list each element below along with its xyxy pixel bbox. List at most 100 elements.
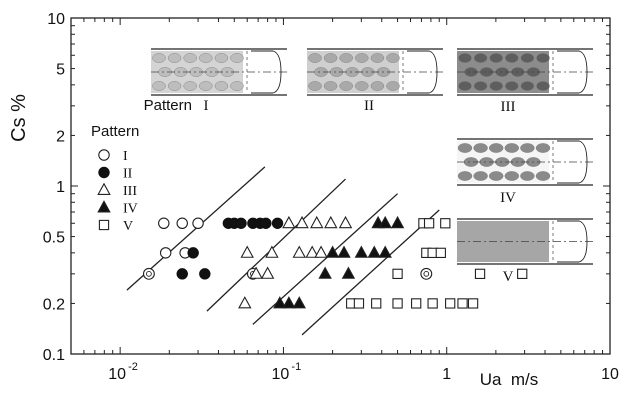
inset-particle — [489, 171, 504, 181]
inset-particle — [183, 81, 197, 91]
pattern-inset-iv: IV — [453, 135, 597, 206]
inset-particle — [355, 81, 369, 91]
data-point — [238, 296, 252, 309]
data-point — [282, 215, 296, 229]
inset-particle — [473, 53, 488, 63]
legend-label: V — [123, 219, 133, 234]
data-point — [199, 268, 211, 280]
legend-label: IV — [123, 202, 138, 217]
x-tick-label-exponent: -1 — [291, 361, 301, 373]
inset-particle — [535, 171, 551, 181]
inset-particle — [386, 81, 400, 91]
data-point — [249, 266, 263, 279]
inset-velocity-profile — [557, 220, 588, 263]
legend-marker — [98, 219, 110, 231]
inset-particle — [323, 81, 338, 91]
data-point — [273, 296, 287, 309]
inset-particle — [308, 81, 322, 91]
data-point — [467, 298, 479, 309]
data-point — [392, 298, 403, 309]
inset-particle — [520, 143, 535, 153]
inset-particle — [536, 81, 550, 91]
data-point — [517, 268, 528, 279]
inset-particle — [473, 81, 488, 91]
pattern-inset-v: V — [453, 215, 597, 285]
data-point — [390, 215, 405, 229]
legend-entry: V — [98, 219, 133, 234]
inset-particle — [199, 53, 213, 63]
data-point — [457, 298, 468, 309]
data-point — [282, 296, 296, 309]
pattern-inset-ii: II — [303, 45, 447, 114]
inset-particle — [473, 143, 488, 153]
inset-particle — [520, 53, 535, 63]
legend-marker — [97, 200, 111, 213]
legend-entry: IV — [97, 200, 138, 217]
y-tick-label: 1 — [56, 179, 65, 196]
inset-particle — [199, 81, 213, 91]
series-v — [346, 218, 528, 309]
series-ii — [176, 217, 284, 280]
data-point — [240, 245, 254, 258]
data-point — [260, 217, 272, 229]
series-iv — [273, 215, 405, 309]
data-point — [295, 215, 309, 229]
inset-particle — [355, 53, 369, 63]
data-point — [341, 266, 356, 279]
inset-pattern-numeral: I — [204, 98, 209, 114]
data-points — [142, 215, 528, 309]
data-point — [176, 268, 188, 280]
series-iii — [238, 215, 353, 309]
inset-particle — [339, 81, 353, 91]
legend-label: I — [123, 149, 128, 164]
legend-entry: II — [98, 167, 133, 182]
x-tick-label: 1 — [442, 366, 451, 383]
inset-particle — [504, 171, 519, 181]
data-point — [271, 217, 284, 229]
boundary-line — [301, 209, 440, 336]
inset-particle — [489, 143, 504, 153]
inset-bed-fill — [457, 221, 549, 262]
data-point — [192, 217, 204, 230]
inset-particle — [308, 53, 322, 63]
legend-label: III — [123, 184, 137, 199]
data-point — [474, 268, 486, 279]
legend-label: II — [123, 167, 133, 182]
inset-pattern-numeral: III — [501, 99, 516, 115]
data-point — [265, 245, 279, 258]
inset-particle — [504, 143, 519, 153]
data-point — [325, 245, 340, 258]
inset-particle — [536, 53, 550, 63]
inset-velocity-profile — [407, 50, 438, 94]
y-axis-label: Cs % — [8, 94, 30, 142]
inset-particle — [520, 171, 535, 181]
data-point — [292, 245, 306, 258]
data-point — [142, 267, 155, 280]
inset-particle — [214, 81, 229, 91]
x-tick-label: 10 — [108, 366, 126, 383]
y-tick-label: 0.5 — [43, 230, 65, 247]
data-point — [367, 245, 381, 258]
inset-pattern-numeral: II — [364, 98, 374, 114]
data-point — [292, 296, 306, 309]
inset-particle — [489, 81, 503, 91]
inset-particle — [489, 53, 503, 63]
data-point — [338, 215, 353, 229]
y-tick-label: 0.2 — [43, 296, 65, 313]
inset-particle — [230, 53, 244, 63]
data-point — [187, 247, 199, 259]
inset-particle — [457, 143, 473, 153]
inset-particle — [167, 81, 182, 91]
inset-particle — [458, 81, 472, 91]
data-point — [435, 247, 446, 259]
inset-particle — [457, 171, 473, 181]
inset-velocity-profile — [557, 50, 588, 94]
data-point — [378, 215, 392, 229]
data-point — [158, 217, 170, 230]
inset-particle — [370, 53, 385, 63]
inset-velocity-profile — [557, 140, 588, 184]
inset-particle — [370, 81, 385, 91]
